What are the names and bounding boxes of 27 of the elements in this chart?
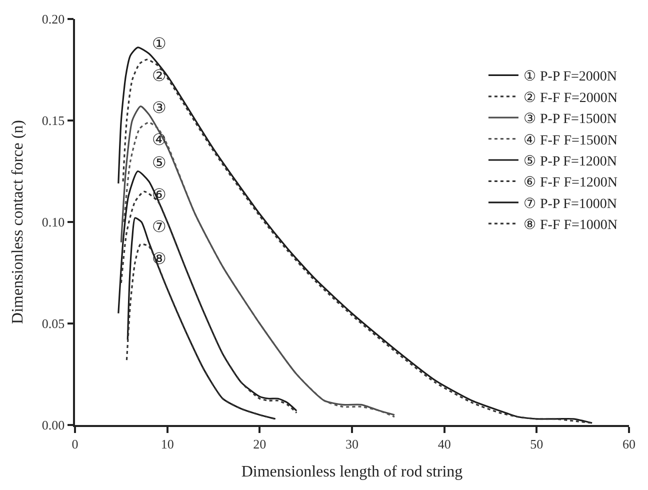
annotation: ② <box>152 68 166 85</box>
y-tick-label: 0.05 <box>42 316 65 332</box>
x-tick-label: 10 <box>160 436 174 452</box>
legend-label: ② F-F F=2000N <box>523 90 618 106</box>
x-tick-label: 60 <box>622 436 636 452</box>
y-tick-label: 0.20 <box>42 12 65 27</box>
legend-label: ① P-P F=2000N <box>523 70 617 85</box>
x-tick-label: 30 <box>346 436 358 452</box>
y-tick-label: 0.10 <box>42 214 65 230</box>
x-tick-label: 40 <box>438 436 451 452</box>
annotation: ⑦ <box>152 219 166 236</box>
x-tick-label: 50 <box>530 436 544 452</box>
annotation: ③ <box>152 100 166 117</box>
x-tick-label: 20 <box>253 436 266 452</box>
x-tick-label: 0 <box>72 436 78 452</box>
x-axis-title: Dimensionless length of rod string <box>241 464 463 481</box>
legend-label: ⑥ F-F F=1200N <box>523 176 618 191</box>
y-tick-label: 0.15 <box>42 113 65 128</box>
y-axis-title: Dimensionless contact force (n) <box>9 120 26 324</box>
legend-label: ③ P-P F=1500N <box>523 112 617 128</box>
legend-label: ⑤ P-P F=1200N <box>523 154 617 170</box>
y-tick-label: 0.00 <box>42 418 65 433</box>
legend-label: ⑦ P-P F=1000N <box>523 196 617 212</box>
annotation: ⑤ <box>152 155 166 172</box>
legend-label: ⑧ F-F F=1000N <box>523 218 618 234</box>
annotation: ① <box>152 36 166 53</box>
legend-label: ④ F-F F=1500N <box>523 133 618 148</box>
